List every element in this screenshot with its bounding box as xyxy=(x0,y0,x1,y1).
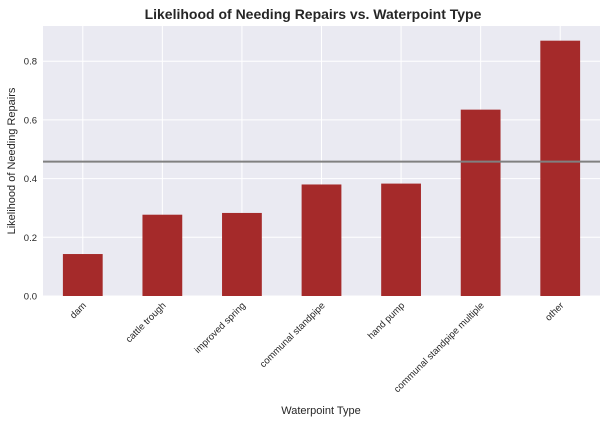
bar-dam xyxy=(62,254,103,296)
y-axis-label: Likelihood of Needing Repairs xyxy=(6,87,18,234)
x-tick-label: dam xyxy=(68,300,89,321)
bars xyxy=(62,40,581,297)
x-tick-label: cattle trough xyxy=(124,300,169,345)
bar-other xyxy=(540,40,581,296)
bar-improved-spring xyxy=(222,212,262,296)
x-tick-label: communal standpipe multiple xyxy=(392,300,487,395)
y-axis-ticks: 0.0 0.2 0.4 0.6 0.8 xyxy=(24,57,37,303)
bar-communal-standpipe xyxy=(301,184,342,296)
x-tick-label: hand pump xyxy=(366,300,407,341)
x-axis-label: Waterpoint Type xyxy=(281,405,361,417)
y-tick-label: 0.2 xyxy=(24,233,37,244)
bar-communal-standpipe-multiple xyxy=(460,109,501,297)
y-tick-label: 0.8 xyxy=(24,57,37,68)
y-tick-label: 0.4 xyxy=(24,174,37,185)
chart-title: Likelihood of Needing Repairs vs. Waterp… xyxy=(145,6,482,22)
x-tick-label: improved spring xyxy=(192,300,248,356)
bar-cattle-trough xyxy=(142,214,183,296)
bar-hand-pump xyxy=(381,183,421,296)
x-tick-label: other xyxy=(543,300,566,323)
y-tick-label: 0.6 xyxy=(24,115,37,126)
y-tick-label: 0.0 xyxy=(24,292,37,303)
x-axis-ticks: dam cattle trough improved spring communal … xyxy=(68,300,566,395)
x-tick-label: communal standpipe xyxy=(258,300,328,370)
